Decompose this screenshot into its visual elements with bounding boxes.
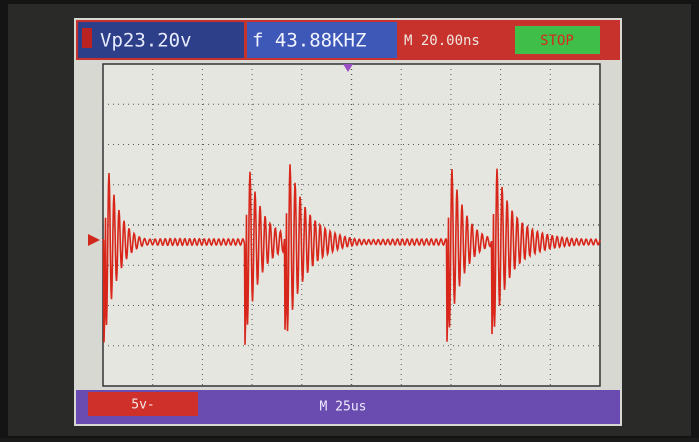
peak-voltage: Vp23.20v xyxy=(100,30,192,52)
channel-icon xyxy=(82,28,92,48)
frequency: f 43.88KHZ xyxy=(252,30,366,52)
page: Vp23.20v f 43.88KHZ M 20.00ns STOP 5v- M… xyxy=(0,0,699,438)
time-base: M 20.00ns xyxy=(404,33,480,49)
run-state[interactable]: STOP xyxy=(540,33,574,49)
time-scale: M 25us xyxy=(320,400,367,415)
channel-scale: 5v- xyxy=(131,398,154,413)
oscilloscope-photo: Vp23.20v f 43.88KHZ M 20.00ns STOP 5v- M… xyxy=(0,0,699,438)
